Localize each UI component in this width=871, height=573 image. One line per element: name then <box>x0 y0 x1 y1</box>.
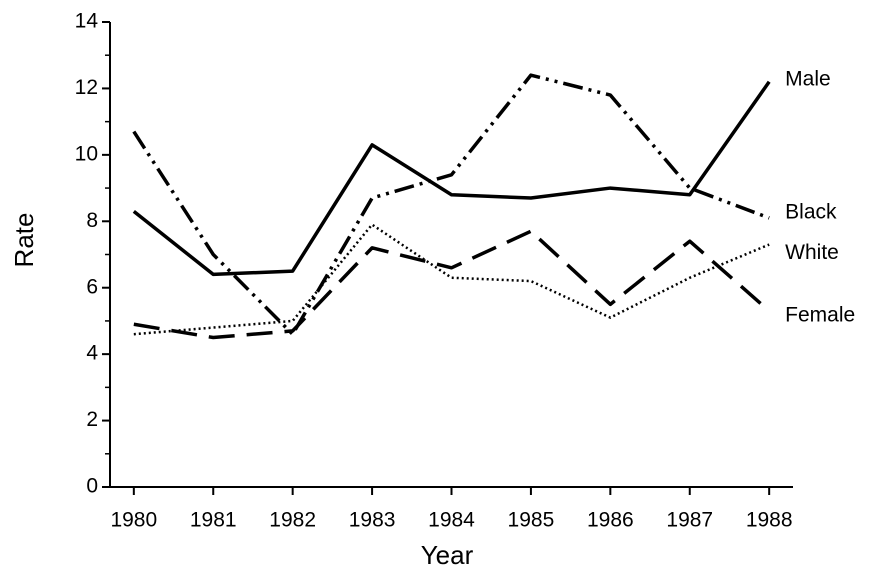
y-tick-label: 8 <box>86 209 98 232</box>
series-label: Black <box>785 201 837 224</box>
x-tick-label: 1987 <box>666 509 713 532</box>
series-label: White <box>785 241 839 264</box>
series-label: Male <box>785 67 831 90</box>
x-tick-label: 1982 <box>269 509 316 532</box>
series-line <box>132 80 771 277</box>
series-label: Female <box>785 304 855 327</box>
y-tick-label: 6 <box>86 275 98 298</box>
x-tick-label: 1981 <box>190 509 237 532</box>
y-tick-label: 2 <box>86 408 98 431</box>
y-axis-title: Rate <box>9 213 39 268</box>
x-tick-label: 1984 <box>428 509 475 532</box>
y-tick-label: 4 <box>86 342 98 365</box>
x-tick-label: 1985 <box>508 509 555 532</box>
series-line <box>133 229 771 340</box>
y-tick-label: 0 <box>86 475 98 498</box>
series-line <box>133 223 770 336</box>
y-tick-label: 14 <box>75 10 99 33</box>
series-line <box>132 73 770 336</box>
x-tick-label: 1988 <box>746 509 793 532</box>
x-axis-title: Year <box>421 540 474 570</box>
y-tick-label: 10 <box>75 142 98 165</box>
x-tick-label: 1986 <box>587 509 634 532</box>
x-tick-label: 1983 <box>349 509 396 532</box>
y-tick-label: 12 <box>75 76 98 99</box>
x-tick-label: 1980 <box>110 509 157 532</box>
